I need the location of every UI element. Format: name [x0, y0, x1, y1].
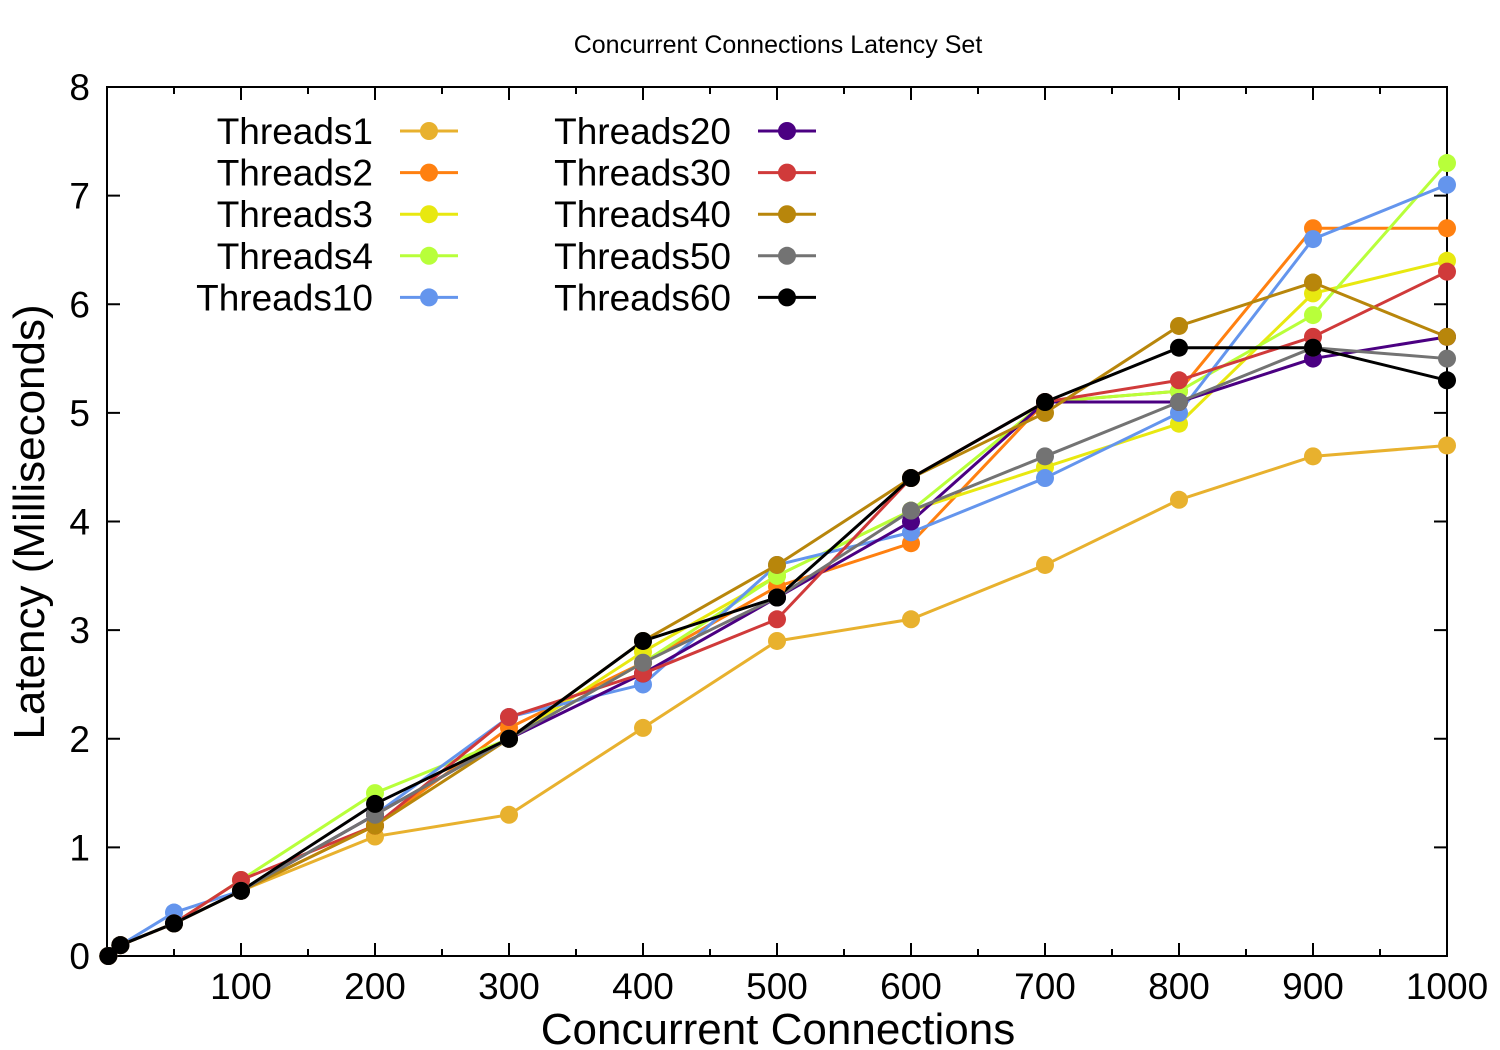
- legend-label: Threads20: [554, 111, 731, 152]
- data-point-threads1: [902, 610, 920, 629]
- data-point-threads60: [1304, 338, 1322, 357]
- legend-item-threads3: Threads3: [217, 194, 458, 235]
- data-point-threads1: [634, 718, 652, 737]
- data-point-threads60: [768, 588, 786, 607]
- data-point-threads50: [1170, 393, 1188, 412]
- data-point-threads40: [1438, 327, 1456, 346]
- legend-swatch-marker: [778, 163, 796, 182]
- legend-swatch-marker: [420, 205, 438, 224]
- data-point-threads4: [1304, 306, 1322, 325]
- data-point-threads60: [111, 936, 130, 955]
- series-line-threads1: [107, 443, 1448, 958]
- legend-item-threads30: Threads30: [554, 153, 816, 194]
- legend-swatch-marker: [778, 288, 796, 307]
- data-point-threads30: [500, 708, 518, 727]
- data-point-threads1: [768, 631, 786, 650]
- data-point-threads4: [1438, 154, 1456, 173]
- y-tick-label: 5: [69, 393, 90, 434]
- x-tick-label: 200: [344, 966, 406, 1007]
- legend-label: Threads50: [554, 236, 731, 277]
- y-tick-label: 4: [69, 502, 90, 543]
- data-point-threads10: [1438, 175, 1456, 194]
- y-tick-label: 2: [69, 719, 90, 760]
- legend-label: Threads1: [217, 111, 373, 152]
- x-axis-label: Concurrent Connections: [541, 1005, 1015, 1050]
- data-point-threads50: [1036, 447, 1054, 466]
- data-point-threads50: [1438, 349, 1456, 368]
- data-point-threads10: [1036, 469, 1054, 488]
- data-point-threads30: [1170, 371, 1188, 390]
- x-tick-label: 900: [1282, 966, 1344, 1007]
- legend-label: Threads40: [554, 194, 731, 235]
- legend-item-threads2: Threads2: [217, 153, 458, 194]
- y-tick-label: 3: [69, 610, 90, 651]
- data-point-threads60: [902, 469, 920, 488]
- x-tick-label: 300: [478, 966, 540, 1007]
- legend-item-threads1: Threads1: [217, 111, 458, 152]
- y-axis-label: Latency (Milliseconds): [5, 304, 54, 739]
- legend-label: Threads60: [554, 277, 731, 318]
- x-tick-label: 500: [746, 966, 808, 1007]
- data-point-threads40: [768, 555, 786, 574]
- legend-item-threads20: Threads20: [554, 111, 816, 152]
- x-tick-label: 1000: [1406, 966, 1488, 1007]
- legend-swatch-marker: [778, 246, 796, 265]
- data-point-threads60: [1036, 393, 1054, 412]
- series-points: [99, 154, 1456, 965]
- legend-item-threads40: Threads40: [554, 194, 816, 235]
- legend-label: Threads10: [196, 277, 373, 318]
- legend-label: Threads2: [217, 153, 373, 194]
- legend-item-threads4: Threads4: [217, 236, 458, 277]
- data-point-threads50: [634, 653, 652, 672]
- data-point-threads1: [1304, 447, 1322, 466]
- data-point-threads60: [500, 729, 518, 748]
- legend-swatch-marker: [778, 122, 796, 140]
- x-tick-label: 100: [210, 966, 272, 1007]
- legend-item-threads60: Threads60: [554, 277, 816, 318]
- data-point-threads60: [165, 914, 183, 933]
- data-point-threads30: [768, 610, 786, 629]
- y-tick-label: 0: [69, 936, 90, 977]
- y-tick-label: 7: [69, 176, 90, 217]
- legend: Threads1Threads2Threads3Threads4Threads1…: [196, 111, 816, 318]
- data-point-threads1: [1036, 555, 1054, 574]
- y-tick-label: 6: [69, 284, 90, 325]
- x-tick-label: 400: [612, 966, 674, 1007]
- legend-label: Threads4: [217, 236, 373, 277]
- y-tick-label: 8: [69, 67, 90, 108]
- data-point-threads40: [1304, 273, 1322, 292]
- data-point-threads1: [1170, 490, 1188, 509]
- legend-item-threads10: Threads10: [196, 277, 458, 318]
- legend-swatch-marker: [420, 288, 438, 307]
- chart-title: Concurrent Connections Latency Set: [574, 31, 983, 59]
- y-tick-label: 1: [69, 827, 90, 868]
- data-point-threads30: [1438, 262, 1456, 281]
- data-point-threads10: [1304, 230, 1322, 249]
- x-tick-label: 600: [880, 966, 942, 1007]
- legend-swatch-marker: [778, 205, 796, 224]
- data-point-threads1: [1438, 436, 1456, 455]
- legend-label: Threads30: [554, 153, 731, 194]
- data-point-threads60: [366, 794, 384, 813]
- data-point-threads60: [634, 631, 652, 650]
- data-point-threads40: [1170, 316, 1188, 335]
- data-point-threads50: [902, 501, 920, 520]
- data-point-threads60: [1170, 338, 1188, 357]
- legend-swatch-marker: [420, 246, 438, 265]
- legend-label: Threads3: [217, 194, 373, 235]
- legend-swatch-marker: [420, 122, 438, 140]
- legend-item-threads50: Threads50: [554, 236, 816, 277]
- x-tick-label: 800: [1148, 966, 1210, 1007]
- x-tick-label: 700: [1014, 966, 1076, 1007]
- data-point-threads60: [99, 947, 118, 965]
- data-point-threads60: [232, 881, 250, 900]
- legend-swatch-marker: [420, 163, 438, 182]
- data-point-threads60: [1438, 371, 1456, 390]
- data-point-threads1: [500, 805, 518, 824]
- data-point-threads2: [1438, 219, 1456, 238]
- axis-ticks: 100 200 300 400 500 600 700 800 900 1000 0 1 2 3 4 5 6 7 8: [69, 67, 1488, 1007]
